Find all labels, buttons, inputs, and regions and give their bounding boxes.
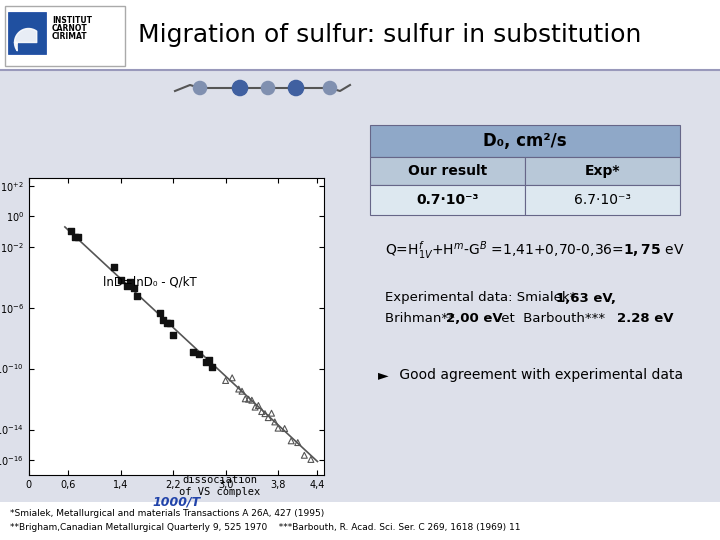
Point: [161, 319, 172, 327]
Text: ►: ►: [378, 368, 389, 382]
Point: [299, 451, 310, 460]
Point: [108, 262, 120, 271]
Circle shape: [323, 82, 336, 94]
Text: et  Barbouth***: et Barbouth***: [497, 312, 605, 325]
Point: [285, 436, 297, 445]
Text: Migration of sulfur: sulfur in substitution: Migration of sulfur: sulfur in substitut…: [138, 23, 642, 47]
Text: *Smialek, Metallurgical and materials Transactions A 26A, 427 (1995): *Smialek, Metallurgical and materials Tr…: [10, 510, 324, 518]
Point: [122, 281, 133, 290]
Point: [204, 355, 215, 364]
Text: 2,00 eV: 2,00 eV: [446, 312, 503, 325]
Text: Brihman**: Brihman**: [385, 312, 459, 325]
Point: [269, 417, 281, 426]
Point: [249, 403, 261, 411]
Point: [72, 232, 84, 241]
Text: Good agreement with experimental data: Good agreement with experimental data: [395, 368, 683, 382]
Point: [69, 232, 81, 241]
FancyBboxPatch shape: [5, 6, 125, 66]
Text: CIRIMAT: CIRIMAT: [52, 32, 88, 41]
Point: [305, 455, 317, 464]
Text: **Brigham,Canadian Metallurgical Quarterly 9, 525 1970    ***Barbouth, R. Acad. : **Brigham,Canadian Metallurgical Quarter…: [10, 523, 521, 532]
Point: [194, 350, 205, 359]
Point: [233, 385, 245, 394]
Point: [256, 407, 267, 416]
Point: [154, 309, 166, 318]
Text: D₀, cm²/s: D₀, cm²/s: [483, 132, 567, 150]
Text: Exp*: Exp*: [585, 164, 620, 178]
FancyBboxPatch shape: [8, 12, 46, 54]
Text: 6.7·10⁻³: 6.7·10⁻³: [574, 193, 631, 207]
Point: [164, 319, 176, 328]
Text: dissociation: dissociation: [182, 475, 258, 485]
Point: [243, 395, 254, 403]
Point: [125, 278, 136, 286]
Point: [279, 424, 290, 433]
Point: [207, 363, 218, 372]
Point: [226, 374, 238, 382]
Point: [236, 387, 248, 395]
FancyBboxPatch shape: [525, 185, 680, 215]
Text: INSTITUT: INSTITUT: [52, 16, 92, 25]
Point: [263, 413, 274, 422]
Point: [272, 424, 284, 433]
Circle shape: [194, 82, 207, 94]
Text: 2.28 eV: 2.28 eV: [617, 312, 673, 325]
Point: [266, 409, 277, 417]
Text: Q=H$_{1V}^{f}$+H$^{m}$-G$^{B}$ =1,41+0,70-0,36=$\mathbf{1,75}$ eV: Q=H$_{1V}^{f}$+H$^{m}$-G$^{B}$ =1,41+0,7…: [385, 239, 685, 261]
Text: CARNOT: CARNOT: [52, 24, 88, 33]
Circle shape: [261, 82, 274, 94]
Text: lnD=lnD₀ - Q/kT: lnD=lnD₀ - Q/kT: [102, 275, 197, 289]
Point: [200, 357, 212, 366]
Point: [259, 409, 271, 418]
Text: Experimental data: Smialek*: Experimental data: Smialek*: [385, 292, 580, 305]
FancyBboxPatch shape: [370, 185, 525, 215]
Text: Our result: Our result: [408, 164, 487, 178]
FancyBboxPatch shape: [0, 0, 720, 70]
Point: [187, 348, 199, 356]
Point: [131, 292, 143, 300]
Point: [246, 396, 258, 404]
Point: [128, 284, 140, 292]
FancyBboxPatch shape: [525, 157, 680, 185]
Point: [167, 330, 179, 339]
Point: [66, 227, 77, 235]
X-axis label: 1000/T: 1000/T: [153, 496, 200, 509]
Point: [115, 275, 127, 284]
FancyBboxPatch shape: [0, 502, 720, 540]
Text: of VS complex: of VS complex: [179, 487, 261, 497]
Point: [220, 376, 231, 385]
Text: 1,63 eV,: 1,63 eV,: [556, 292, 616, 305]
Circle shape: [289, 80, 304, 96]
FancyBboxPatch shape: [370, 125, 680, 157]
Text: 0.7·10⁻³: 0.7·10⁻³: [416, 193, 479, 207]
Circle shape: [233, 80, 248, 96]
FancyBboxPatch shape: [370, 157, 525, 185]
Point: [253, 401, 264, 410]
Point: [240, 395, 251, 403]
Point: [158, 316, 169, 325]
Point: [292, 438, 304, 447]
